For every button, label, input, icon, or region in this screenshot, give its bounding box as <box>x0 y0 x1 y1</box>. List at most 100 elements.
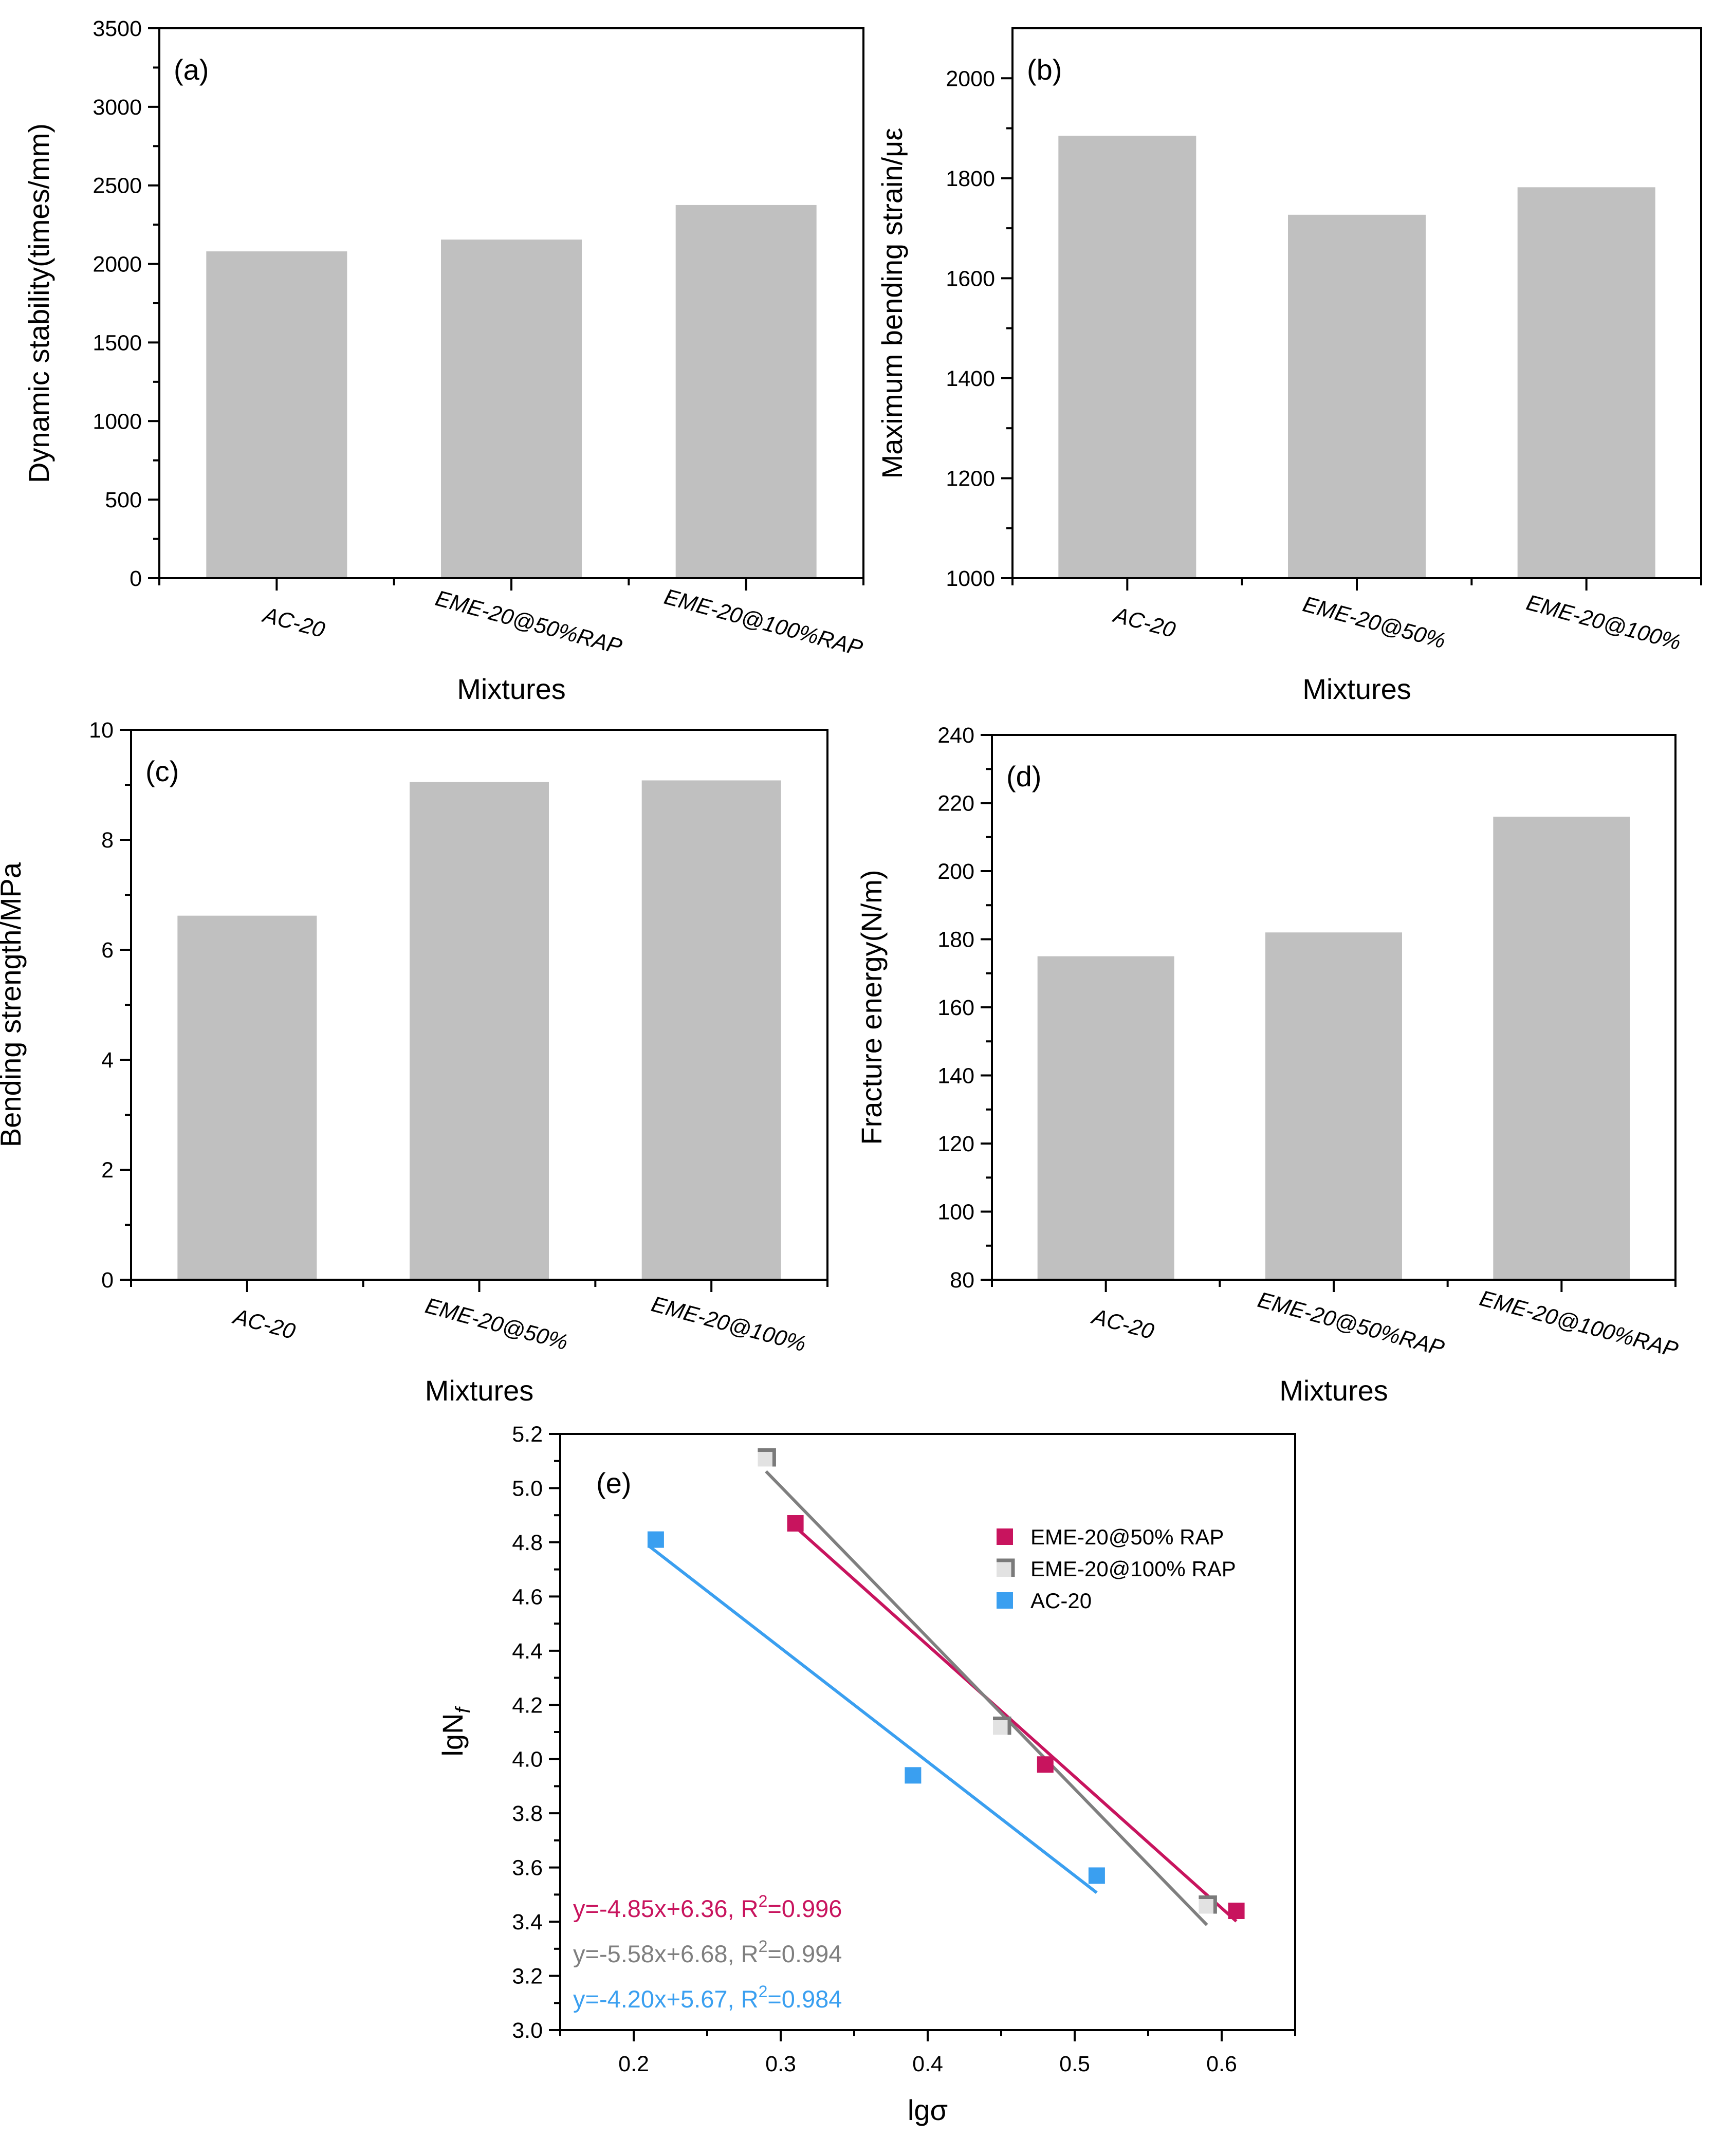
y-tick-label: 2000 <box>93 252 142 277</box>
point-ac-20 <box>1088 1867 1105 1884</box>
point-shadow-eme-20-100-rap <box>993 1716 1011 1735</box>
x-tick-label: 0.3 <box>765 2052 796 2076</box>
fit-line-ac-20 <box>647 1544 1098 1894</box>
y-tick-label: 3.2 <box>512 1964 543 1989</box>
legend-marker-eme-20-50-rap <box>997 1528 1013 1545</box>
x-axis-title: Mixtures <box>1302 673 1411 705</box>
x-axis-title: lgσ <box>908 2094 948 2126</box>
equation-text: y=-4.85x+6.36, R <box>573 1895 759 1922</box>
x-axis-title: Mixtures <box>1279 1374 1388 1407</box>
y-tick-label: 80 <box>950 1268 974 1293</box>
point-shadow-eme-20-100-rap <box>758 1448 776 1467</box>
bar-eme-20-100-rap <box>1493 817 1630 1280</box>
legend-label-eme-20-100-rap: EME-20@100% RAP <box>1030 1557 1236 1581</box>
y-tick-label: 1200 <box>946 466 995 491</box>
y-axis-title: Fracture energy(N/m) <box>855 870 888 1145</box>
equation-eme-20-100-rap: y=-5.58x+6.68, R2=0.994 <box>573 1937 842 1967</box>
y-tick-label: 3500 <box>93 16 142 41</box>
x-tick-label: 0.4 <box>912 2052 943 2076</box>
point-eme-20-50-rap <box>1228 1903 1245 1919</box>
y-tick-label: 5.0 <box>512 1476 543 1501</box>
equation-superscript: 2 <box>759 1892 768 1910</box>
point-ac-20 <box>905 1767 922 1784</box>
y-axis-title-main: lgN <box>436 1713 469 1757</box>
y-tick-label: 180 <box>937 928 974 952</box>
bar-ac-20 <box>206 251 347 579</box>
x-axis-title: Mixtures <box>425 1374 534 1407</box>
point-eme-20-50-rap <box>787 1515 804 1532</box>
y-axis-title: Dynamic stability(times/mm) <box>23 123 55 483</box>
y-tick-label: 500 <box>105 488 142 512</box>
legend-label-eme-20-50-rap: EME-20@50% RAP <box>1030 1525 1224 1549</box>
y-tick-label: 4 <box>101 1048 114 1073</box>
x-tick-label: 0.6 <box>1206 2052 1237 2076</box>
y-tick-label: 120 <box>937 1132 974 1156</box>
y-tick-label: 0 <box>101 1268 114 1293</box>
legend-marker-shadow-eme-20-100-rap <box>997 1558 1015 1577</box>
equation-superscript: 2 <box>759 1937 768 1956</box>
y-axis-title: Maximum bending strain/με <box>876 128 908 479</box>
x-tick-label: 0.2 <box>618 2052 649 2076</box>
y-tick-label: 4.2 <box>512 1693 543 1718</box>
y-tick-label: 3000 <box>93 95 142 120</box>
point-eme-20-100-rap <box>1199 1897 1215 1914</box>
y-tick-label: 4.8 <box>512 1531 543 1555</box>
y-tick-label: 4.0 <box>512 1747 543 1772</box>
y-tick-label: 4.4 <box>512 1639 543 1664</box>
bar-eme-20-50-rap <box>441 239 582 579</box>
x-tick-label: 0.5 <box>1059 2052 1090 2076</box>
y-tick-label: 8 <box>101 828 114 853</box>
legend-label-ac-20: AC-20 <box>1030 1589 1092 1613</box>
y-tick-label: 3.8 <box>512 1801 543 1826</box>
bar-ac-20 <box>1037 956 1174 1280</box>
panel-e-fatigue-scatter-chart: 3.0 3.2 3.4 3.6 3.8 4.0 4.2 4.4 4.6 4.8 5.0 5.2 0.2 0… <box>436 1422 1296 2126</box>
y-tick-label: 200 <box>937 859 974 884</box>
equation-ac-20: y=-4.20x+5.67, R2=0.984 <box>573 1982 842 2013</box>
y-tick-label: 1000 <box>93 409 142 434</box>
y-tick-label: 2 <box>101 1158 114 1183</box>
y-tick-label: 3.4 <box>512 1910 543 1934</box>
equation-text: y=-5.58x+6.68, R <box>573 1940 759 1967</box>
point-eme-20-100-rap <box>758 1450 775 1467</box>
y-tick-label: 1600 <box>946 266 995 291</box>
x-axis-title: Mixtures <box>457 673 566 705</box>
panel-label: (c) <box>145 755 179 787</box>
y-axis-title: Bending strength/MPa <box>0 862 27 1147</box>
bar-eme-20-100- <box>641 780 781 1280</box>
y-tick-label: 220 <box>937 791 974 816</box>
equation-text: y=-4.20x+5.67, R <box>573 1985 759 2013</box>
y-axis-title: lgNf <box>436 1706 474 1757</box>
y-tick-label: 100 <box>937 1200 974 1225</box>
fit-line-eme-20-100-rap <box>765 1470 1208 1926</box>
panel-label: (a) <box>174 53 209 86</box>
equation-eme-20-50-rap: y=-4.85x+6.36, R2=0.996 <box>573 1892 842 1922</box>
equation-r2-value: =0.996 <box>767 1895 842 1922</box>
y-tick-label: 1800 <box>946 167 995 191</box>
bar-eme-20-50- <box>410 782 549 1280</box>
y-tick-label: 4.6 <box>512 1584 543 1609</box>
fit-line-eme-20-50-rap <box>794 1525 1238 1923</box>
point-shadow-eme-20-100-rap <box>1199 1895 1217 1914</box>
bar-ac-20 <box>177 915 317 1280</box>
y-tick-label: 140 <box>937 1064 974 1089</box>
bar-eme-20-100-rap <box>675 205 817 578</box>
equation-r2-value: =0.994 <box>767 1940 842 1967</box>
y-tick-label: 1000 <box>946 566 995 591</box>
y-tick-label: 5.2 <box>512 1422 543 1447</box>
y-tick-label: 2000 <box>946 66 995 91</box>
y-tick-label: 3.0 <box>512 2018 543 2043</box>
y-tick-label: 2500 <box>93 174 142 198</box>
point-ac-20 <box>647 1531 664 1548</box>
y-tick-label: 6 <box>101 938 114 963</box>
y-tick-label: 1500 <box>93 330 142 355</box>
y-tick-label: 10 <box>89 718 114 743</box>
legend-marker-eme-20-100-rap <box>997 1560 1013 1577</box>
y-tick-label: 240 <box>937 723 974 748</box>
y-tick-label: 160 <box>937 996 974 1020</box>
y-tick-label: 3.6 <box>512 1856 543 1881</box>
